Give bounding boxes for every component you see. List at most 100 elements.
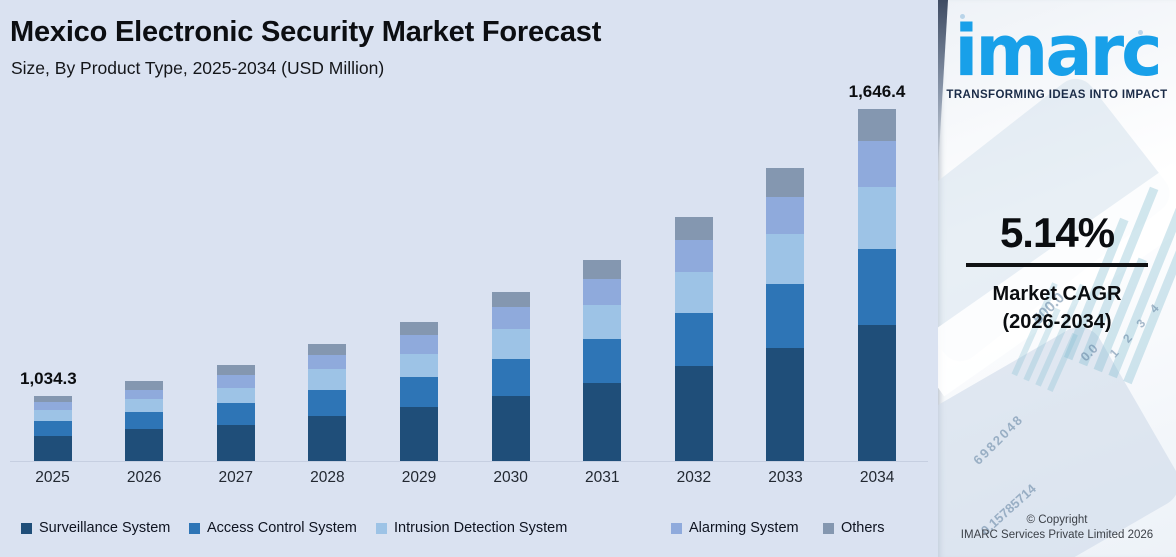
bar-segment-intrusion-detection-system	[125, 399, 164, 412]
legend: Surveillance System Access Control System…	[0, 518, 938, 540]
bar-segment-alarming-system	[491, 307, 530, 329]
watermark-number: 6982048	[970, 411, 1027, 468]
cagr-label-line1: Market CAGR	[992, 283, 1122, 305]
watermark-number: 0.0	[1077, 340, 1101, 365]
bar-segment-surveillance-system	[583, 383, 622, 461]
cagr-label-line2: (2026-2034)	[1002, 311, 1112, 333]
bar-segment-access-control-system	[583, 339, 622, 383]
legend-item-access-control-system: Access Control System	[189, 518, 357, 538]
legend-swatch	[189, 523, 200, 534]
x-axis-line	[10, 461, 928, 462]
copyright-line1: © Copyright	[1026, 514, 1088, 527]
x-axis-label-2030: 2030	[493, 469, 528, 486]
bar-segment-surveillance-system	[125, 429, 164, 461]
legend-label: Access Control System	[207, 520, 357, 536]
legend-item-alarming-system: Alarming System	[671, 518, 799, 538]
bar-segment-access-control-system	[766, 284, 805, 348]
legend-item-intrusion-detection-system: Intrusion Detection System	[376, 518, 567, 538]
copyright: © Copyright IMARC Services Private Limit…	[938, 513, 1176, 543]
bar-2031	[583, 260, 622, 461]
bar-segment-alarming-system	[216, 375, 255, 388]
bar-segment-surveillance-system	[674, 366, 713, 461]
bar-segment-others	[33, 396, 72, 402]
bar-segment-intrusion-detection-system	[491, 329, 530, 359]
bar-segment-alarming-system	[766, 197, 805, 234]
bar-segment-surveillance-system	[858, 325, 897, 461]
x-axis-label-2025: 2025	[35, 469, 70, 486]
bar-2027	[216, 365, 255, 461]
bar-segment-intrusion-detection-system	[674, 272, 713, 313]
cagr-underline	[966, 263, 1148, 267]
cagr-value: 5.14%	[999, 209, 1115, 256]
chart-title: Mexico Electronic Security Market Foreca…	[10, 16, 602, 48]
bar-segment-intrusion-detection-system	[33, 410, 72, 421]
bar-2029	[399, 322, 438, 461]
bar-segment-others	[766, 168, 805, 197]
x-axis-label-2027: 2027	[218, 469, 253, 486]
bar-2032	[674, 217, 713, 461]
x-axis-label-2028: 2028	[310, 469, 345, 486]
legend-item-surveillance-system: Surveillance System	[21, 518, 170, 538]
cagr-block: 5.14% Market CAGR (2026-2034)	[938, 212, 1176, 336]
bar-segment-others	[399, 322, 438, 335]
bar-segment-others	[491, 292, 530, 307]
bar-segment-alarming-system	[33, 402, 72, 410]
bar-segment-access-control-system	[33, 421, 72, 436]
legend-label: Others	[841, 520, 885, 536]
x-axis-label-2031: 2031	[584, 469, 620, 486]
bar-segment-access-control-system	[491, 359, 530, 396]
bar-segment-access-control-system	[125, 412, 164, 429]
bar-segment-access-control-system	[674, 313, 713, 366]
bar-segment-intrusion-detection-system	[399, 354, 438, 377]
bar-segment-others	[308, 344, 347, 355]
bar-segment-access-control-system	[216, 403, 255, 425]
bar-segment-others	[125, 381, 164, 390]
bar-segment-alarming-system	[858, 141, 897, 187]
bar-segment-alarming-system	[399, 335, 438, 354]
bar-segment-surveillance-system	[491, 396, 530, 461]
imarc-side-panel: 500.0 0.0 1 2 3 4 6982048 0.15785714 ima…	[938, 0, 1176, 557]
bar-2026	[125, 381, 164, 461]
legend-swatch	[671, 523, 682, 534]
bar-segment-others	[583, 260, 622, 279]
data-label-2034: 1,646.4	[848, 82, 906, 101]
legend-swatch	[21, 523, 32, 534]
x-axis-label-2029: 2029	[401, 469, 437, 486]
bar-2025	[33, 396, 72, 461]
bar-segment-surveillance-system	[399, 407, 438, 461]
bar-2030	[491, 292, 530, 461]
imarc-logo: imarc TRANSFORMING IDEAS INTO IMPACT	[938, 10, 1176, 101]
bar-segment-access-control-system	[399, 377, 438, 407]
bar-segment-others	[858, 109, 897, 141]
copyright-line2: IMARC Services Private Limited 2026	[960, 529, 1154, 542]
x-axis-label-2032: 2032	[676, 469, 712, 486]
legend-label: Alarming System	[689, 520, 799, 536]
bar-2034	[858, 109, 897, 461]
legend-label: Intrusion Detection System	[394, 520, 568, 536]
bar-segment-intrusion-detection-system	[308, 369, 347, 390]
bar-segment-others	[216, 365, 255, 375]
bar-segment-others	[674, 217, 713, 240]
chart-subtitle: Size, By Product Type, 2025-2034 (USD Mi…	[11, 58, 385, 78]
bar-segment-access-control-system	[858, 249, 897, 325]
bar-segment-intrusion-detection-system	[858, 187, 897, 249]
legend-swatch	[823, 523, 834, 534]
bar-segment-alarming-system	[308, 355, 347, 369]
bar-segment-alarming-system	[674, 240, 713, 272]
legend-swatch	[376, 523, 387, 534]
imarc-logo-text: imarc	[954, 10, 1162, 92]
bar-2028	[308, 344, 347, 461]
bar-segment-intrusion-detection-system	[766, 234, 805, 284]
imarc-tagline: TRANSFORMING IDEAS INTO IMPACT	[946, 88, 1168, 101]
bar-segment-surveillance-system	[216, 425, 255, 461]
bar-segment-access-control-system	[308, 390, 347, 416]
bar-segment-surveillance-system	[33, 436, 72, 461]
bar-segment-alarming-system	[583, 279, 622, 305]
legend-label: Surveillance System	[39, 520, 171, 536]
bar-segment-surveillance-system	[308, 416, 347, 461]
bar-segment-intrusion-detection-system	[583, 305, 622, 339]
x-axis-label-2026: 2026	[126, 469, 162, 486]
bar-segment-alarming-system	[125, 390, 164, 399]
x-axis-label-2033: 2033	[768, 469, 803, 486]
